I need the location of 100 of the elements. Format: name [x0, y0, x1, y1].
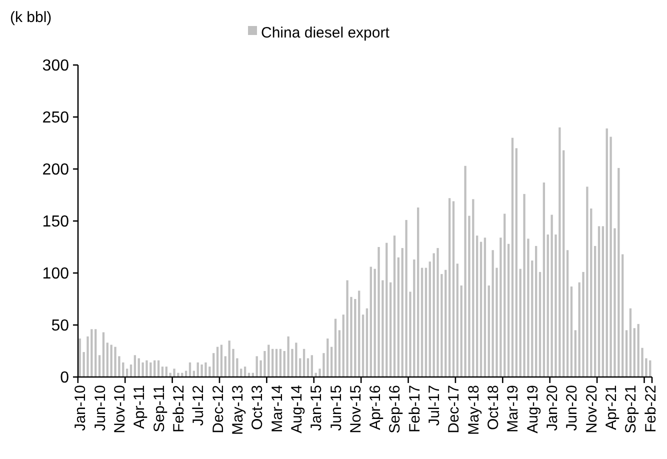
bar [444, 270, 447, 377]
legend-label: China diesel export [261, 24, 390, 42]
bar [256, 356, 258, 377]
bar [326, 338, 329, 377]
bar [413, 259, 416, 377]
bar [566, 250, 569, 377]
bar [511, 138, 514, 377]
bar [295, 342, 298, 377]
x-tick-label: Nov-15 [347, 385, 364, 434]
bar [480, 242, 482, 377]
x-tick-label: Feb-17 [406, 385, 424, 433]
bar [98, 355, 101, 377]
x-tick-label: Jul-12 [190, 385, 208, 426]
x-tick-label: Apr-11 [131, 385, 148, 429]
bar [417, 207, 420, 377]
bar [94, 329, 97, 377]
bar [542, 182, 546, 377]
bar [310, 355, 313, 377]
bar [550, 214, 553, 377]
bar [287, 336, 290, 377]
bar [134, 355, 136, 377]
x-tick-label: Jan-15 [308, 385, 326, 431]
bar [389, 282, 392, 377]
y-axis-title: (k bbl) [10, 9, 52, 26]
x-tick-label: Sep-21 [622, 385, 640, 434]
bar [228, 340, 230, 377]
bar [538, 272, 542, 377]
bar [464, 166, 466, 377]
x-tick-label: May-18 [465, 385, 482, 436]
bar [204, 362, 207, 377]
bar [338, 330, 341, 377]
x-tick-label: Aug-19 [524, 385, 542, 434]
bar [523, 194, 526, 377]
bar [602, 226, 604, 377]
bar [625, 330, 628, 377]
bar [200, 364, 203, 377]
bar [472, 199, 474, 377]
x-tick-label: Feb-22 [642, 385, 660, 433]
bar [424, 268, 428, 377]
x-tick-label: Jan-20 [544, 385, 562, 431]
x-tick-label: Jul-17 [426, 385, 444, 426]
bar [448, 198, 451, 377]
bar [570, 286, 573, 377]
bar [370, 266, 372, 377]
bar [102, 332, 105, 377]
bar [535, 246, 538, 377]
bar [346, 280, 348, 377]
bar [362, 314, 364, 377]
bar [574, 330, 576, 377]
x-tick-label: Sep-16 [386, 385, 404, 434]
bar [397, 257, 400, 377]
x-tick-label: Jun-10 [92, 385, 109, 431]
x-tick-label: Nov-10 [111, 385, 128, 434]
x-tick-label: Apr-16 [367, 385, 384, 430]
bar [146, 360, 148, 377]
x-tick-label: Sep-11 [150, 385, 168, 432]
bar [629, 308, 632, 377]
bar [484, 238, 486, 377]
bar [515, 148, 518, 377]
bar [378, 247, 380, 377]
bar [275, 348, 278, 377]
bar [268, 344, 270, 377]
bar [476, 236, 478, 377]
bar [452, 201, 455, 377]
bar [279, 348, 282, 377]
bar [405, 220, 408, 377]
x-tick-label: Apr-21 [603, 385, 620, 430]
bar [594, 246, 596, 377]
x-tick-label: Mar-19 [504, 385, 522, 433]
x-tick-label: Nov-20 [583, 385, 600, 434]
bar [354, 299, 356, 377]
x-tick-label: Jun-20 [564, 385, 581, 431]
bar [504, 214, 506, 377]
bar [302, 348, 306, 377]
bar [110, 344, 112, 377]
bar [393, 236, 396, 377]
x-tick-label: Jun-15 [328, 385, 345, 431]
y-tick-label: 100 [42, 266, 70, 283]
x-tick-label: Dec-12 [210, 385, 227, 434]
x-tick-label: Oct-13 [249, 385, 266, 430]
bar [492, 250, 494, 377]
bar [507, 244, 510, 377]
bar [142, 362, 144, 377]
bar [177, 372, 180, 377]
bar [271, 348, 274, 377]
y-tick-label: 50 [51, 318, 70, 335]
bar [606, 128, 608, 377]
bar [358, 290, 360, 377]
x-tick-label: Dec-17 [446, 385, 463, 434]
bar [330, 346, 333, 377]
x-tick-label: Oct-18 [485, 385, 502, 430]
y-tick-label: 150 [42, 214, 70, 231]
bar [220, 344, 223, 377]
bar [618, 168, 620, 377]
bar [216, 346, 219, 377]
y-tick-label: 300 [42, 58, 70, 75]
bar [558, 127, 561, 377]
x-tick-label: May-13 [229, 385, 246, 436]
bar [456, 264, 459, 377]
bar [633, 328, 636, 377]
